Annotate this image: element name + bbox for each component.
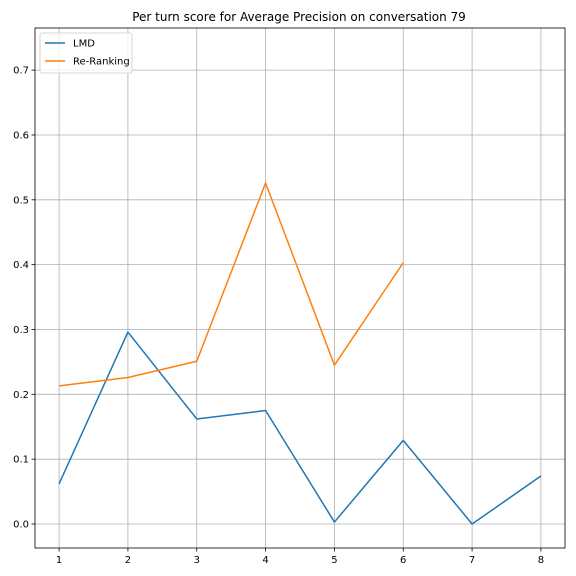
grid <box>35 28 565 548</box>
x-tick-label: 1 <box>56 555 62 566</box>
series-line-lmd <box>58 331 542 525</box>
legend: LMD Re-Ranking <box>39 32 133 74</box>
x-tick-label: 3 <box>194 555 200 566</box>
x-tick-label: 4 <box>262 555 268 566</box>
y-tick-label: 0.1 <box>13 455 29 466</box>
legend-label-lmd: LMD <box>73 39 95 50</box>
y-tick-label: 0.5 <box>13 195 29 206</box>
y-tick-label: 0.4 <box>13 260 29 271</box>
legend-label-re-ranking: Re-Ranking <box>73 57 130 68</box>
chart-title: Per turn score for Average Precision on … <box>132 10 466 24</box>
y-tick-label: 0.0 <box>13 520 29 531</box>
axes-frame <box>34 27 566 549</box>
y-tick-label: 0.2 <box>13 390 29 401</box>
x-axis: 1 2 3 4 5 6 7 8 <box>56 548 544 566</box>
y-tick-label: 0.3 <box>13 325 29 336</box>
x-tick-label: 2 <box>125 555 131 566</box>
x-tick-label: 5 <box>331 555 337 566</box>
y-tick-label: 0.6 <box>13 130 29 141</box>
y-tick-label: 0.7 <box>13 66 29 77</box>
series-line-re-ranking <box>58 182 404 387</box>
plot-series <box>58 182 542 525</box>
x-tick-label: 7 <box>469 555 475 566</box>
y-axis: 0.0 0.1 0.2 0.3 0.4 0.5 0.6 0.7 <box>13 66 35 531</box>
x-tick-label: 6 <box>400 555 406 566</box>
x-tick-label: 8 <box>538 555 544 566</box>
